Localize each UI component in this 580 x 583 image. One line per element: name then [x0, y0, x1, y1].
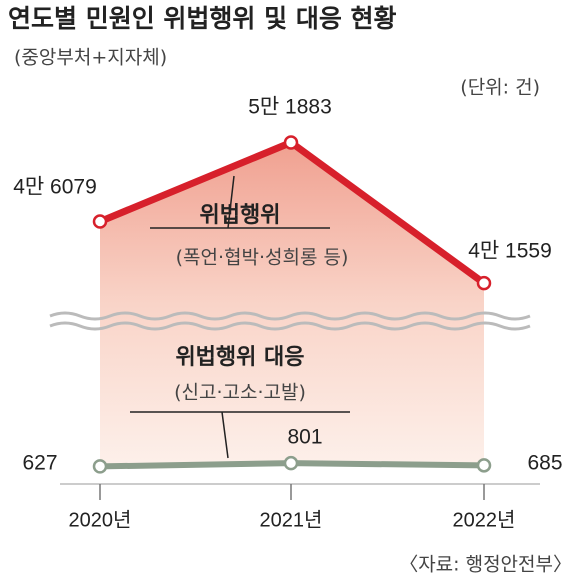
area-layer	[100, 142, 484, 467]
series-note: (폭언·협박·성희롱 등)	[176, 247, 349, 269]
point	[476, 458, 492, 473]
value-label: 801	[287, 426, 322, 449]
axis-break	[49, 311, 531, 331]
x-tick-label: 2020년	[69, 508, 132, 531]
source: 〈자료: 행정안전부〉	[399, 554, 572, 576]
point	[92, 459, 108, 474]
value-label: 627	[22, 452, 57, 475]
area-fill	[100, 142, 484, 467]
series-name: 위법행위 대응	[175, 345, 304, 370]
point	[476, 275, 492, 291]
subtitle: (중앙부처+지자체)	[14, 47, 167, 69]
value-label: 5만 1883	[248, 96, 332, 119]
value-label: 4만 1559	[468, 240, 552, 263]
series-name: 위법행위	[200, 203, 281, 228]
x-tick-label: 2022년	[453, 508, 516, 531]
series-note: (신고·고소·고발)	[174, 382, 306, 404]
x-tick-label: 2021년	[260, 508, 323, 531]
point	[283, 135, 299, 150]
annotation-leaders	[130, 175, 350, 459]
chart-title: 연도별 민원인 위법행위 및 대응 현황	[8, 4, 397, 33]
value-label: 685	[527, 452, 562, 475]
point	[92, 214, 108, 229]
value-label: 4만 6079	[13, 176, 97, 199]
point	[283, 455, 299, 471]
unit: (단위: 건)	[460, 77, 540, 99]
